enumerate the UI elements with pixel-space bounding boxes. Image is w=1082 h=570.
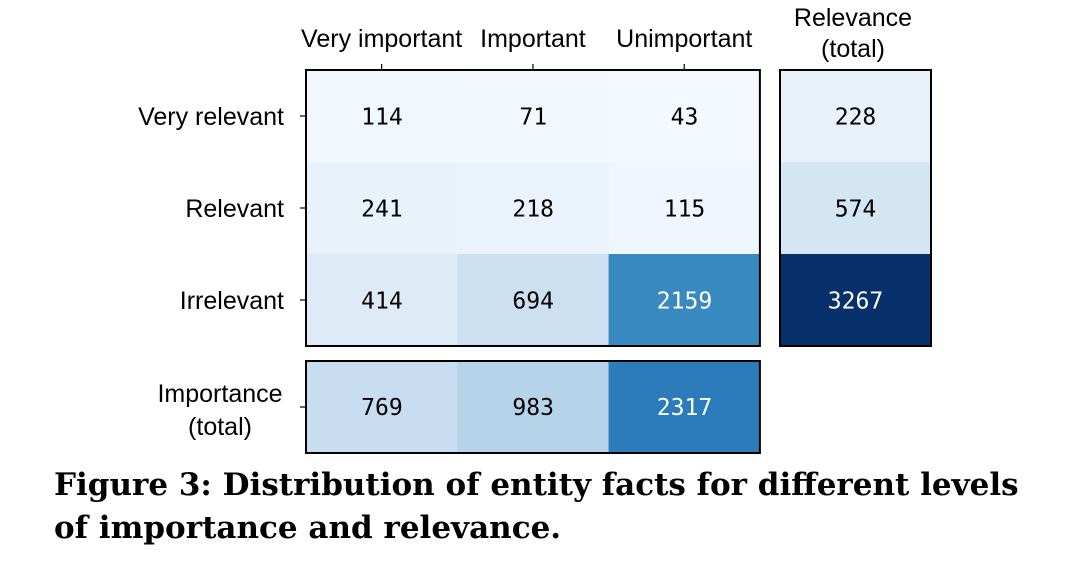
main-cell [608, 162, 761, 255]
relevance-total-cell [780, 162, 931, 255]
main-value: 414 [361, 288, 403, 314]
row-label: Irrelevant [180, 287, 284, 315]
importance-total-cell [457, 361, 610, 453]
main-value: 218 [512, 196, 554, 222]
main-cell [457, 162, 610, 255]
figure-caption: Figure 3: Distribution of entity facts f… [54, 467, 1019, 546]
main-value: 114 [361, 104, 403, 130]
heatmap-figure: Very important Important Unimportant Very … [138, 4, 932, 454]
importance-total-cell [608, 361, 761, 453]
column-label: Unimportant [616, 25, 752, 53]
main-value: 694 [512, 288, 554, 314]
importance-total-title-line1: Importance [157, 380, 282, 408]
main-cell [306, 70, 458, 163]
main-value: 115 [664, 196, 706, 222]
relevance-total-value: 574 [835, 196, 877, 222]
main-cell [457, 70, 610, 163]
relevance-total-title-line2: (total) [821, 35, 885, 63]
column-label: Very important [301, 25, 462, 53]
importance-total-cell [306, 361, 458, 453]
main-border [305, 69, 761, 347]
column-labels: Very important Important Unimportant [301, 25, 752, 70]
main-value: 43 [671, 104, 699, 130]
main-value: 241 [361, 196, 403, 222]
relevance-total-cell [780, 254, 931, 347]
main-cell [306, 162, 458, 255]
importance-total-heatmap: 769 983 2317 [300, 360, 761, 454]
main-cell [306, 254, 458, 347]
main-cell [457, 254, 610, 347]
column-label: Important [480, 25, 586, 53]
importance-total-value: 2317 [657, 395, 712, 421]
relevance-total-border [779, 69, 932, 347]
importance-total-value: 769 [361, 395, 403, 421]
relevance-total-heatmap: 228 574 3267 [779, 69, 932, 347]
importance-total-border [305, 360, 761, 454]
importance-total-title-line2: (total) [188, 413, 252, 441]
relevance-total-value: 228 [835, 104, 877, 130]
relevance-total-cell [780, 70, 931, 163]
main-cell [608, 70, 761, 163]
main-value: 71 [519, 104, 547, 130]
main-cell [608, 254, 761, 347]
importance-total-value: 983 [512, 395, 554, 421]
relevance-total-title-line1: Relevance [794, 4, 912, 32]
relevance-total-value: 3267 [828, 288, 883, 314]
main-heatmap: 114 71 43 241 218 115 414 694 2159 [305, 69, 761, 347]
row-labels: Very relevant Relevant Irrelevant [138, 103, 306, 315]
main-value: 2159 [657, 288, 712, 314]
row-label: Relevant [185, 195, 284, 223]
row-label: Very relevant [138, 103, 284, 131]
